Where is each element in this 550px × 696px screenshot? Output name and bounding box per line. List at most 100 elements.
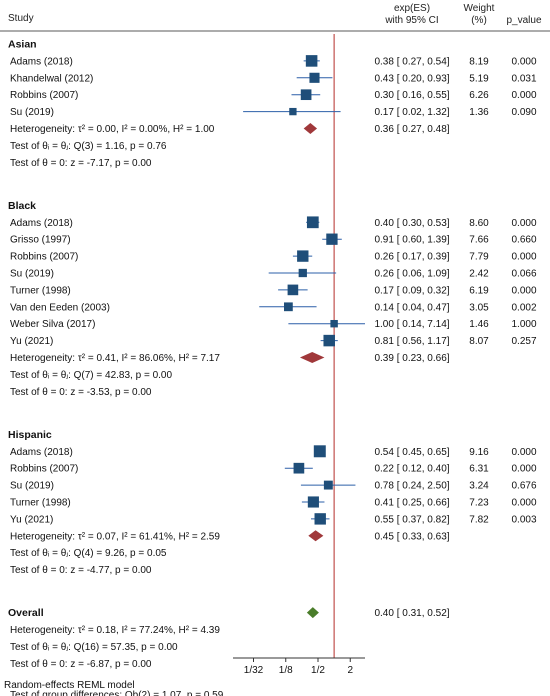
study-p-value: 0.676 <box>511 481 536 492</box>
study-effect-marker <box>309 72 320 83</box>
study-weight: 3.24 <box>469 481 489 492</box>
header-es-line1: exp(ES) <box>394 3 430 14</box>
study-weight: 9.16 <box>469 447 489 458</box>
study-p-value: 0.066 <box>511 268 536 279</box>
study-effect-marker <box>300 89 312 101</box>
study-label: Adams (2018) <box>10 56 73 67</box>
study-ci-value: 0.38 [ 0.27, 0.54] <box>374 56 449 67</box>
subgroup-summary-diamond <box>303 123 318 134</box>
study-p-value: 0.000 <box>511 497 536 508</box>
group-title: Black <box>8 200 36 212</box>
study-effect-marker <box>305 55 318 67</box>
study-effect-marker <box>293 462 305 474</box>
group-differences-test: Test of group differences: Qb(2) = 1.07,… <box>10 690 224 696</box>
study-label: Yu (2021) <box>10 514 53 525</box>
study-label: Turner (1998) <box>10 285 71 296</box>
group-title: Hispanic <box>8 429 52 441</box>
subgroup-summary-diamond <box>308 530 324 542</box>
group-test-line: Test of θ = 0: z = -7.17, p = 0.00 <box>10 158 152 169</box>
group-test-line: Test of θᵢ = θⱼ: Q(7) = 42.83, p = 0.00 <box>10 370 172 381</box>
group-summary-ci: 0.36 [ 0.27, 0.48] <box>374 124 449 135</box>
study-p-value: 0.000 <box>511 464 536 475</box>
study-weight: 5.19 <box>469 73 489 84</box>
study-label: Yu (2021) <box>10 336 53 347</box>
study-p-value: 0.000 <box>511 285 536 296</box>
study-label: Adams (2018) <box>10 447 73 458</box>
group-test-line: Test of θᵢ = θⱼ: Q(4) = 9.26, p = 0.05 <box>10 548 167 559</box>
study-ci-value: 0.54 [ 0.45, 0.65] <box>374 447 449 458</box>
study-ci-value: 0.22 [ 0.12, 0.40] <box>374 464 449 475</box>
study-effect-marker <box>307 496 319 508</box>
group-heterogeneity: Heterogeneity: τ² = 0.41, I² = 86.06%, H… <box>10 353 220 364</box>
study-weight: 1.36 <box>469 107 489 118</box>
study-effect-marker <box>326 233 338 245</box>
study-weight: 2.42 <box>469 268 489 279</box>
group-test-line: Test of θ = 0: z = -4.77, p = 0.00 <box>10 565 152 576</box>
footer-model-note: Random-effects REML model <box>4 680 135 691</box>
study-ci-value: 0.43 [ 0.20, 0.93] <box>374 73 449 84</box>
study-ci-value: 0.81 [ 0.56, 1.17] <box>374 336 449 347</box>
header-study: Study <box>8 13 34 24</box>
study-effect-marker <box>297 250 309 262</box>
overall-stat-line: Test of θᵢ = θⱼ: Q(16) = 57.35, p = 0.00 <box>10 642 178 653</box>
header-es-line2: with 95% CI <box>384 15 438 26</box>
study-weight: 7.79 <box>469 252 489 263</box>
study-label: Van den Eeden (2003) <box>10 302 110 313</box>
overall-title: Overall <box>8 607 44 619</box>
study-effect-marker <box>323 334 335 347</box>
study-label: Su (2019) <box>10 107 54 118</box>
group-heterogeneity: Heterogeneity: τ² = 0.07, I² = 61.41%, H… <box>10 531 220 542</box>
group-summary-ci: 0.45 [ 0.33, 0.63] <box>374 531 449 542</box>
study-weight: 8.19 <box>469 56 489 67</box>
study-effect-marker <box>313 445 326 458</box>
study-weight: 7.23 <box>469 497 489 508</box>
study-label: Robbins (2007) <box>10 252 78 263</box>
study-ci-value: 0.17 [ 0.09, 0.32] <box>374 285 449 296</box>
study-weight: 6.26 <box>469 90 489 101</box>
group-test-line: Test of θ = 0: z = -3.53, p = 0.00 <box>10 387 152 398</box>
study-ci-value: 0.17 [ 0.02, 1.32] <box>374 107 449 118</box>
study-p-value: 0.003 <box>511 514 536 525</box>
group-heterogeneity: Heterogeneity: τ² = 0.00, I² = 0.00%, H²… <box>10 124 215 135</box>
study-label: Grisso (1997) <box>10 235 71 246</box>
x-axis-tick-label: 2 <box>347 665 353 676</box>
study-label: Robbins (2007) <box>10 90 78 101</box>
study-label: Su (2019) <box>10 268 54 279</box>
group-title: Asian <box>8 39 37 51</box>
subgroup-summary-diamond <box>299 351 325 363</box>
study-effect-marker <box>306 216 319 229</box>
study-effect-marker <box>298 268 307 278</box>
study-ci-value: 0.30 [ 0.16, 0.55] <box>374 90 449 101</box>
overall-summary-diamond <box>306 607 319 619</box>
study-ci-value: 1.00 [ 0.14, 7.14] <box>374 319 449 330</box>
study-ci-value: 0.26 [ 0.06, 1.09] <box>374 268 449 279</box>
overall-stat-line: Test of θ = 0: z = -6.87, p = 0.00 <box>10 659 152 670</box>
header-weight-line2: (%) <box>471 15 487 26</box>
study-effect-marker <box>323 480 333 490</box>
study-weight: 1.46 <box>469 319 489 330</box>
x-axis-tick-label: 1/2 <box>311 665 325 676</box>
study-ci-value: 0.26 [ 0.17, 0.39] <box>374 252 449 263</box>
study-p-value: 0.031 <box>511 73 536 84</box>
study-ci-value: 0.14 [ 0.04, 0.47] <box>374 302 449 313</box>
study-weight: 7.66 <box>469 235 489 246</box>
study-weight: 3.05 <box>469 302 489 313</box>
study-p-value: 0.660 <box>511 235 536 246</box>
study-effect-marker <box>330 319 338 328</box>
study-weight: 6.31 <box>469 464 489 475</box>
header-p-value: p_value <box>506 15 541 26</box>
group-summary-ci: 0.39 [ 0.23, 0.66] <box>374 353 449 364</box>
study-weight: 7.82 <box>469 514 489 525</box>
study-ci-value: 0.40 [ 0.30, 0.53] <box>374 218 449 229</box>
study-ci-value: 0.55 [ 0.37, 0.82] <box>374 514 449 525</box>
study-weight: 8.07 <box>469 336 489 347</box>
study-weight: 8.60 <box>469 218 489 229</box>
group-test-line: Test of θᵢ = θⱼ: Q(3) = 1.16, p = 0.76 <box>10 141 167 152</box>
study-p-value: 0.000 <box>511 90 536 101</box>
study-p-value: 1.000 <box>511 319 536 330</box>
study-p-value: 0.090 <box>511 107 536 118</box>
header-weight-line1: Weight <box>464 3 495 14</box>
study-label: Turner (1998) <box>10 497 71 508</box>
